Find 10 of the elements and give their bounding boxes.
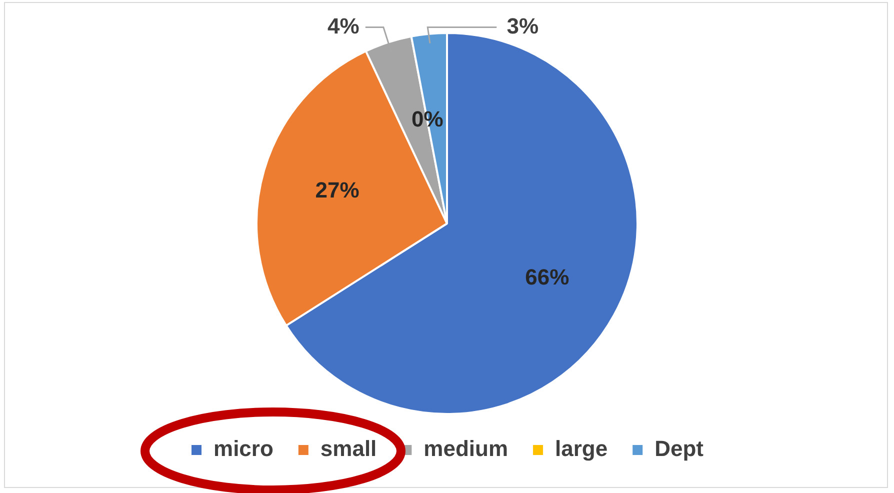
legend-label: micro <box>214 436 274 462</box>
text: 0% <box>411 106 444 132</box>
data-label: 3% <box>506 13 539 38</box>
legend-label: large <box>555 436 608 462</box>
legend-label: small <box>320 436 377 462</box>
legend-label: Dept <box>654 436 704 462</box>
data-label: 27% <box>315 178 360 203</box>
data-label: 4% <box>328 13 360 38</box>
data-label: 66% <box>525 264 570 290</box>
legend-label: medium <box>424 436 508 462</box>
